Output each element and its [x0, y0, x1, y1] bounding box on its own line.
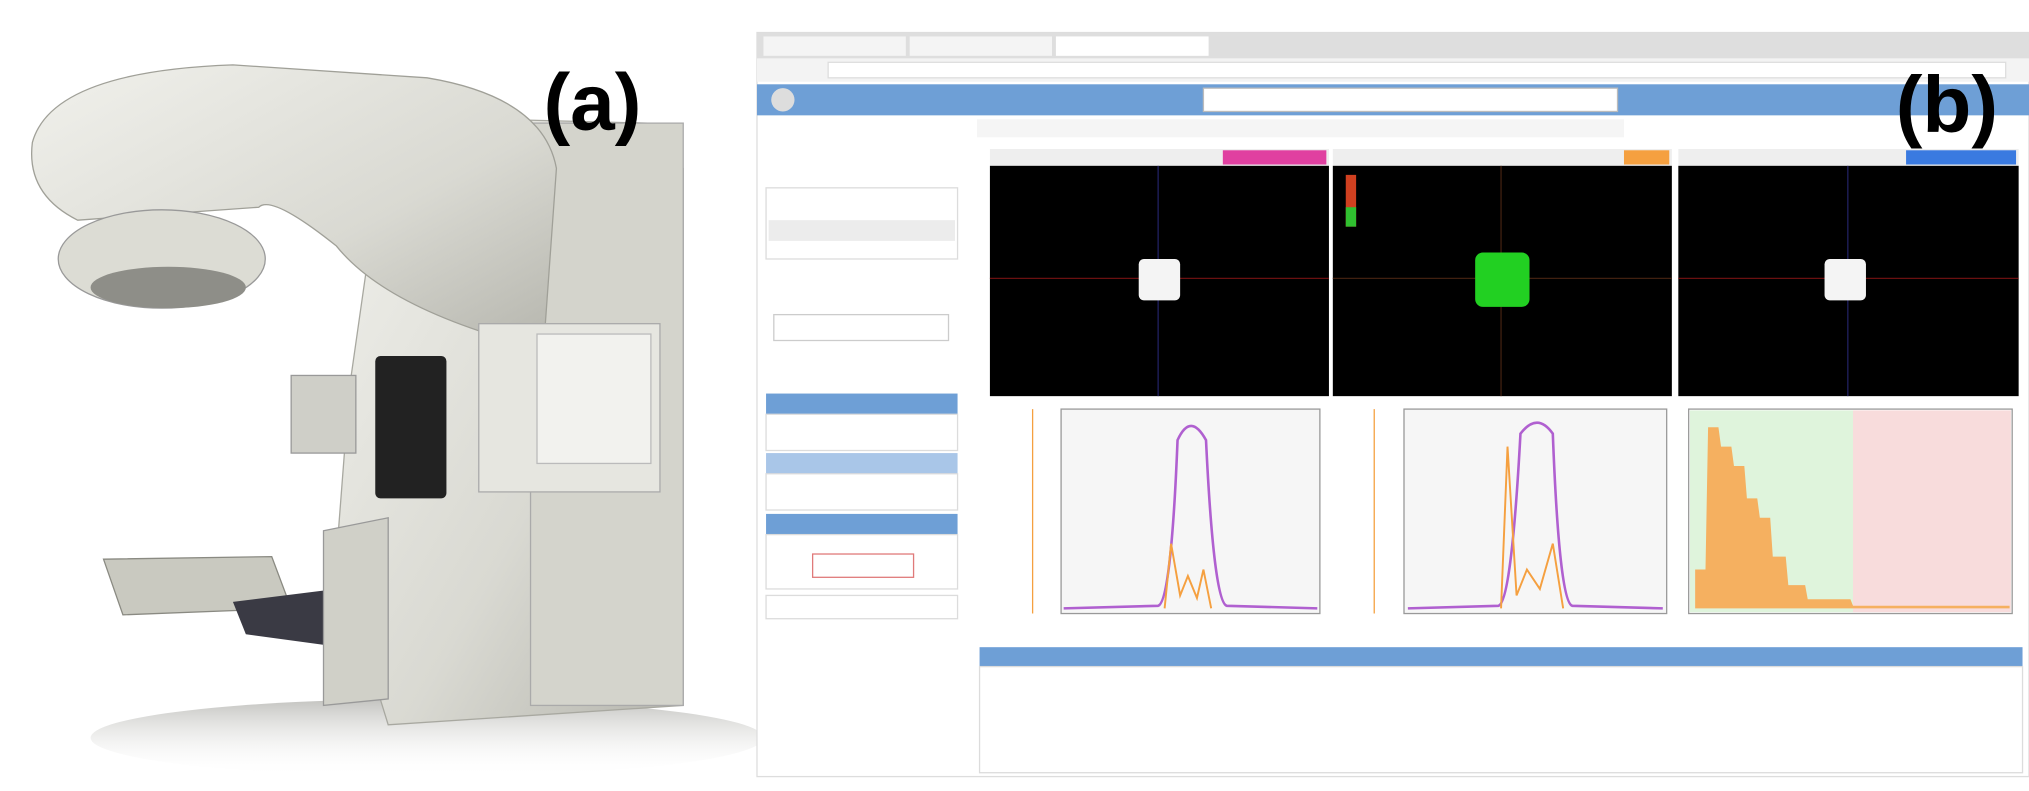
sidebar — [766, 188, 958, 619]
panel-label: (a) — [543, 57, 641, 147]
profile-plots — [1033, 409, 2013, 613]
image-viewers — [990, 149, 2019, 396]
panel-label: (b) — [1896, 59, 1998, 149]
figure: (a) — [0, 0, 2029, 791]
statistics — [980, 647, 2023, 773]
page: (a) — [0, 0, 2029, 791]
app-screenshot — [757, 33, 2029, 777]
linac-photo — [0, 0, 763, 791]
